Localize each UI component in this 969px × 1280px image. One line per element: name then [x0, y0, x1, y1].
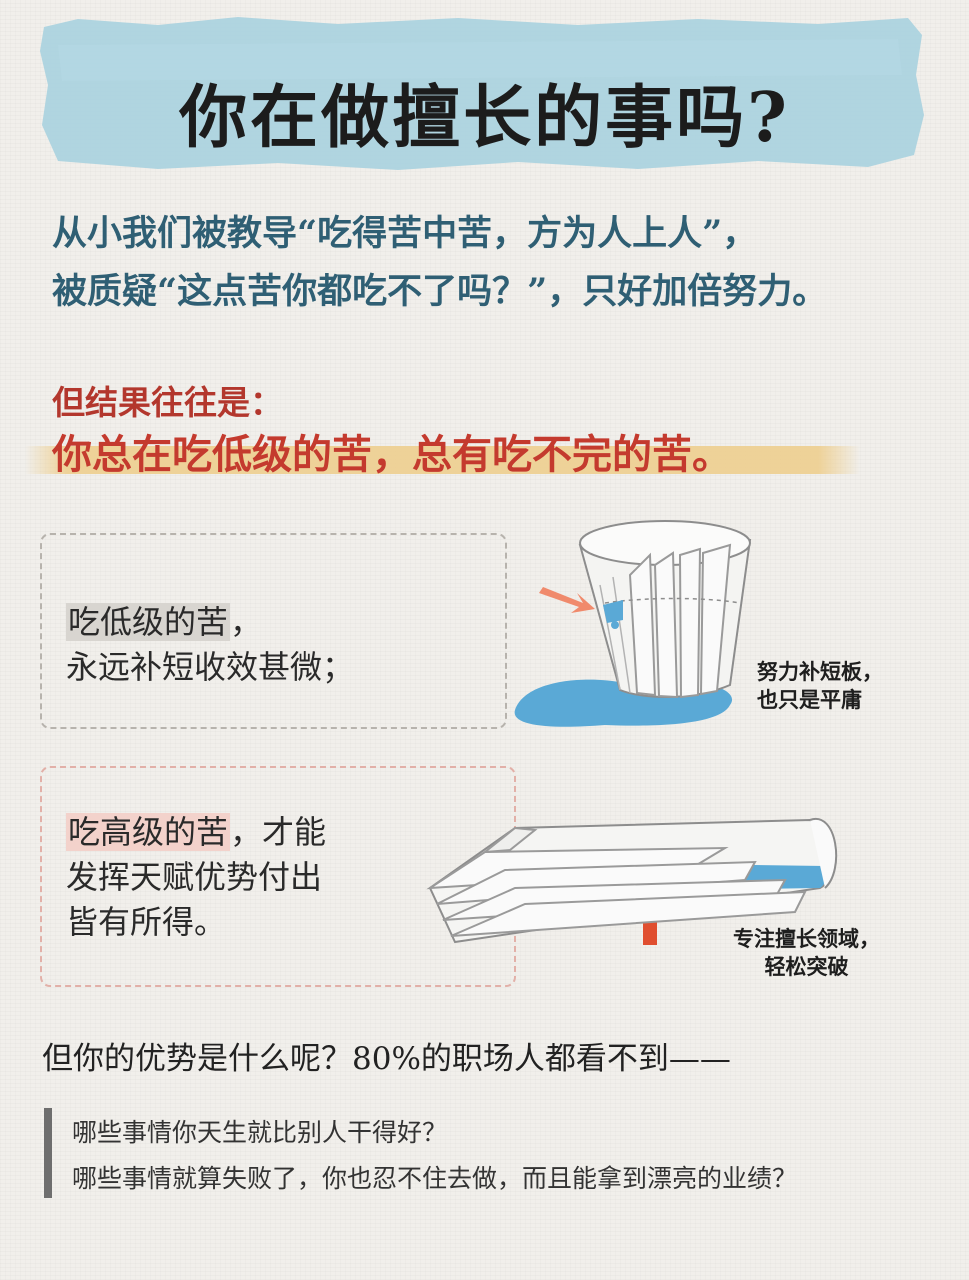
quote-line-2: 哪些事情就算失败了，你也忍不住去做，而且能拿到漂亮的业绩？ [72, 1164, 798, 1193]
low-level-caption: 努力补短板， 也只是平庸 [757, 658, 883, 714]
water-inside [603, 600, 623, 623]
low-level-box [40, 533, 507, 729]
advantage-question: 但你的优势是什么呢？80%的职场人都看不到—— [42, 1041, 731, 1077]
result-lead: 但结果往往是： [52, 383, 283, 422]
low-level-text: 吃低级的苦， 永远补短收效甚微； [66, 600, 354, 690]
high-level-caption-line1: 专注擅长领域， [733, 927, 880, 951]
low-level-caption-line2: 也只是平庸 [757, 688, 862, 712]
water-level-line [604, 597, 741, 604]
barrel-end-rim [809, 817, 838, 889]
intro-paragraph: 从小我们被教导“吃得苦中苦，方为人上人”， 被质疑“这点苦你都吃不了吗？”，只好… [52, 205, 827, 321]
high-level-caption: 专注擅长领域， 轻松突破 [733, 925, 880, 981]
intro-line-1: 从小我们被教导“吃得苦中苦，方为人上人”， [52, 213, 758, 254]
tilted-barrel-illustration [426, 817, 838, 945]
high-level-highlight: 吃高级的苦 [66, 813, 231, 851]
high-level-line3: 皆有所得。 [66, 903, 227, 941]
quote-block: 哪些事情你天生就比别人干得好？ 哪些事情就算失败了，你也忍不住去做，而且能拿到漂… [72, 1110, 797, 1202]
low-level-caption-line1: 努力补短板， [757, 660, 883, 684]
low-level-line2: 永远补短收效甚微； [66, 648, 355, 686]
page-title: 你在做擅长的事吗? [179, 78, 790, 158]
leaking-barrel-illustration [514, 520, 752, 727]
high-level-text: 吃高级的苦，才能 发挥天赋优势付出 皆有所得。 [66, 810, 326, 945]
result-main: 你总在吃低级的苦，总有吃不完的苦。 [52, 431, 732, 478]
high-level-caption-line2: 轻松突破 [764, 955, 849, 979]
title-brush-band [40, 17, 924, 170]
low-level-highlight: 吃低级的苦 [66, 603, 231, 641]
quote-bar [44, 1108, 52, 1198]
low-level-line1-rest: ， [230, 603, 263, 641]
high-level-line1-rest: ，才能 [230, 813, 327, 851]
intro-line-2: 被质疑“这点苦你都吃不了吗？”，只好加倍努力。 [52, 271, 828, 312]
quote-line-1: 哪些事情你天生就比别人干得好？ [72, 1118, 448, 1147]
highlight-bar [25, 446, 860, 474]
leak-arrow [539, 587, 595, 613]
high-level-line2: 发挥天赋优势付出 [66, 858, 323, 896]
